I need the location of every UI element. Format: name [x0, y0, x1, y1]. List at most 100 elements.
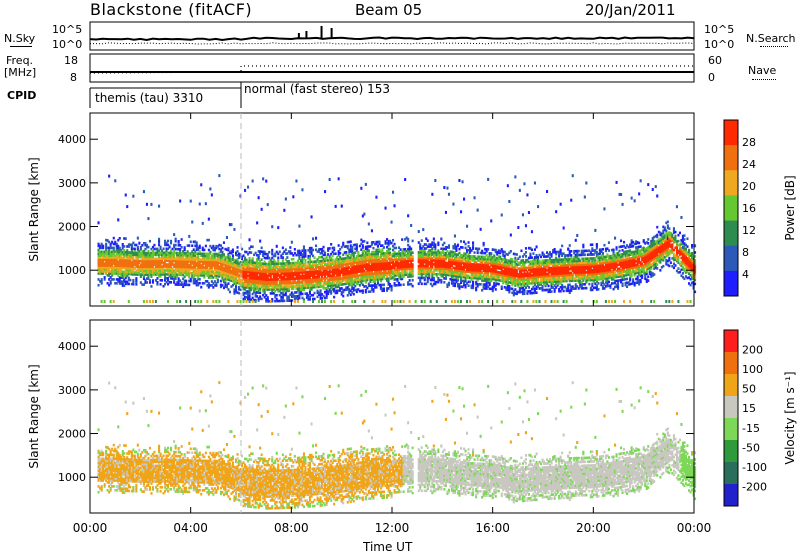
- power-cell: [219, 248, 222, 251]
- power-cell: [535, 245, 538, 249]
- power-cell: [429, 261, 432, 264]
- power-cell: [312, 254, 315, 258]
- power-cell: [207, 274, 210, 277]
- power-cell: [390, 265, 393, 268]
- power-cell: [188, 271, 191, 275]
- power-cell: [212, 256, 215, 260]
- power-cell: [185, 252, 188, 255]
- power-cell: [222, 272, 225, 276]
- power-cell: [321, 271, 324, 275]
- power-cell: [355, 288, 358, 292]
- power-cell: [263, 274, 266, 277]
- power-cell: [162, 273, 165, 276]
- power-cell: [209, 268, 212, 271]
- power-cell: [102, 264, 105, 267]
- power-cell: [168, 275, 171, 278]
- power-cell: [259, 287, 262, 291]
- power-cell: [123, 278, 126, 282]
- power-cell: [405, 269, 408, 273]
- power-cell: [449, 256, 452, 259]
- power-cell: [251, 265, 254, 268]
- power-cell: [425, 257, 428, 260]
- power-cell: [440, 273, 443, 276]
- power-cell: [281, 256, 284, 259]
- power-cell: [298, 290, 301, 294]
- power-cell: [381, 283, 384, 287]
- power-cell: [387, 239, 390, 243]
- power-cell: [301, 253, 304, 256]
- power-cell: [387, 283, 390, 286]
- power-cell: [506, 184, 509, 188]
- power-cell: [247, 262, 250, 266]
- power-cell: [500, 285, 503, 288]
- power-cell: [364, 255, 367, 259]
- power-cell: [144, 243, 147, 247]
- power-cell: [230, 285, 233, 288]
- power-cell: [97, 264, 100, 267]
- power-cell: [334, 262, 337, 265]
- power-cell: [348, 240, 351, 244]
- power-cell: [278, 293, 281, 297]
- power-cell: [286, 297, 289, 300]
- power-cell: [132, 194, 135, 198]
- power-cell: [431, 251, 434, 254]
- power-cell: [455, 245, 458, 248]
- power-cell: [340, 277, 343, 280]
- power-cell: [355, 259, 358, 262]
- power-cell: [327, 290, 330, 294]
- power-cell: [225, 270, 228, 273]
- power-cell: [167, 247, 170, 251]
- power-cell: [144, 261, 147, 265]
- power-cell: [227, 246, 230, 250]
- power-cell: [224, 267, 227, 271]
- power-cell: [319, 252, 322, 255]
- power-cell: [200, 274, 203, 277]
- power-cell: [308, 284, 311, 287]
- power-cell: [103, 250, 106, 254]
- power-cell: [194, 254, 197, 257]
- power-cell: [200, 285, 203, 289]
- power-cell: [164, 241, 167, 245]
- power-cell: [434, 251, 437, 254]
- power-cell: [429, 249, 432, 252]
- power-cell: [443, 241, 446, 245]
- power-cell: [215, 282, 218, 285]
- power-cell: [133, 249, 136, 253]
- power-cell: [158, 267, 161, 270]
- power-cell: [410, 253, 413, 256]
- power-cell: [325, 276, 328, 280]
- power-cell: [182, 254, 185, 257]
- power-cell: [399, 252, 402, 255]
- power-cell: [455, 280, 458, 284]
- power-cell: [318, 283, 321, 287]
- power-cell: [325, 263, 328, 266]
- power-cell: [395, 278, 398, 281]
- power-cell: [339, 248, 342, 251]
- power-cell: [204, 256, 207, 260]
- power-cell: [173, 277, 176, 280]
- power-cell: [154, 279, 157, 282]
- power-cell: [370, 266, 373, 270]
- power-cell: [197, 283, 200, 287]
- power-cell: [244, 258, 247, 262]
- power-cell: [307, 274, 310, 278]
- power-cell: [339, 265, 342, 269]
- power-cell: [115, 244, 118, 248]
- power-cell: [204, 260, 207, 263]
- power-cell: [355, 257, 358, 260]
- power-cell: [135, 273, 138, 276]
- power-cell: [366, 249, 369, 252]
- power-cell: [366, 263, 369, 266]
- power-cell: [342, 269, 345, 272]
- power-cell: [265, 252, 268, 256]
- power-cell: [213, 260, 216, 264]
- power-cell: [452, 260, 455, 264]
- power-cell: [254, 277, 257, 280]
- power-cell: [197, 270, 200, 273]
- power-cell: [355, 261, 358, 264]
- power-cell: [135, 257, 138, 261]
- power-cell: [378, 248, 381, 251]
- power-cell: [162, 284, 165, 288]
- power-cell: [231, 278, 234, 281]
- power-cell: [343, 263, 346, 266]
